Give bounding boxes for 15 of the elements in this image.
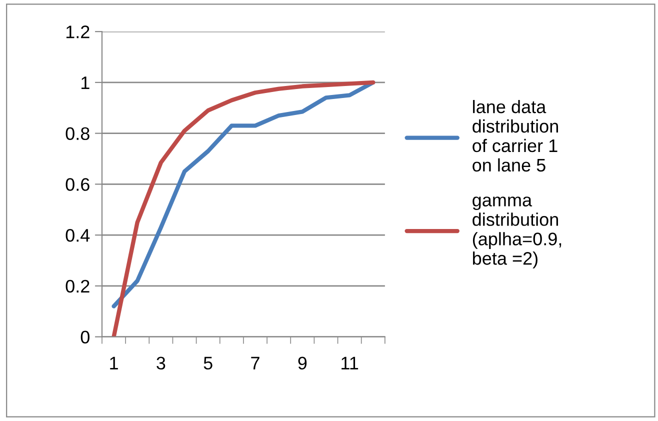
x-tick-label: 9 [298, 356, 307, 370]
y-tick-label: 0.4 [66, 228, 90, 242]
y-tick-label: 1 [82, 76, 90, 89]
x-tick-label: 7 [251, 356, 260, 370]
y-tick-label: 0 [80, 330, 90, 344]
y-tick-label: 0.8 [66, 127, 90, 140]
y-tick-label: 0.2 [66, 280, 90, 293]
x-tick-label: 3 [156, 356, 166, 370]
x-tick-label: 1 [110, 356, 118, 370]
x-tick-label: 11 [342, 356, 358, 370]
y-tick-label: 0.6 [66, 178, 90, 191]
y-tick-label: 1.2 [66, 26, 90, 38]
legend-label: lane data distribution of carrier 1 on lane 5 [472, 100, 558, 172]
x-tick-label: 5 [204, 356, 212, 370]
legend-label: gamma distribution (aplha=0.9, beta =2) [472, 196, 562, 268]
